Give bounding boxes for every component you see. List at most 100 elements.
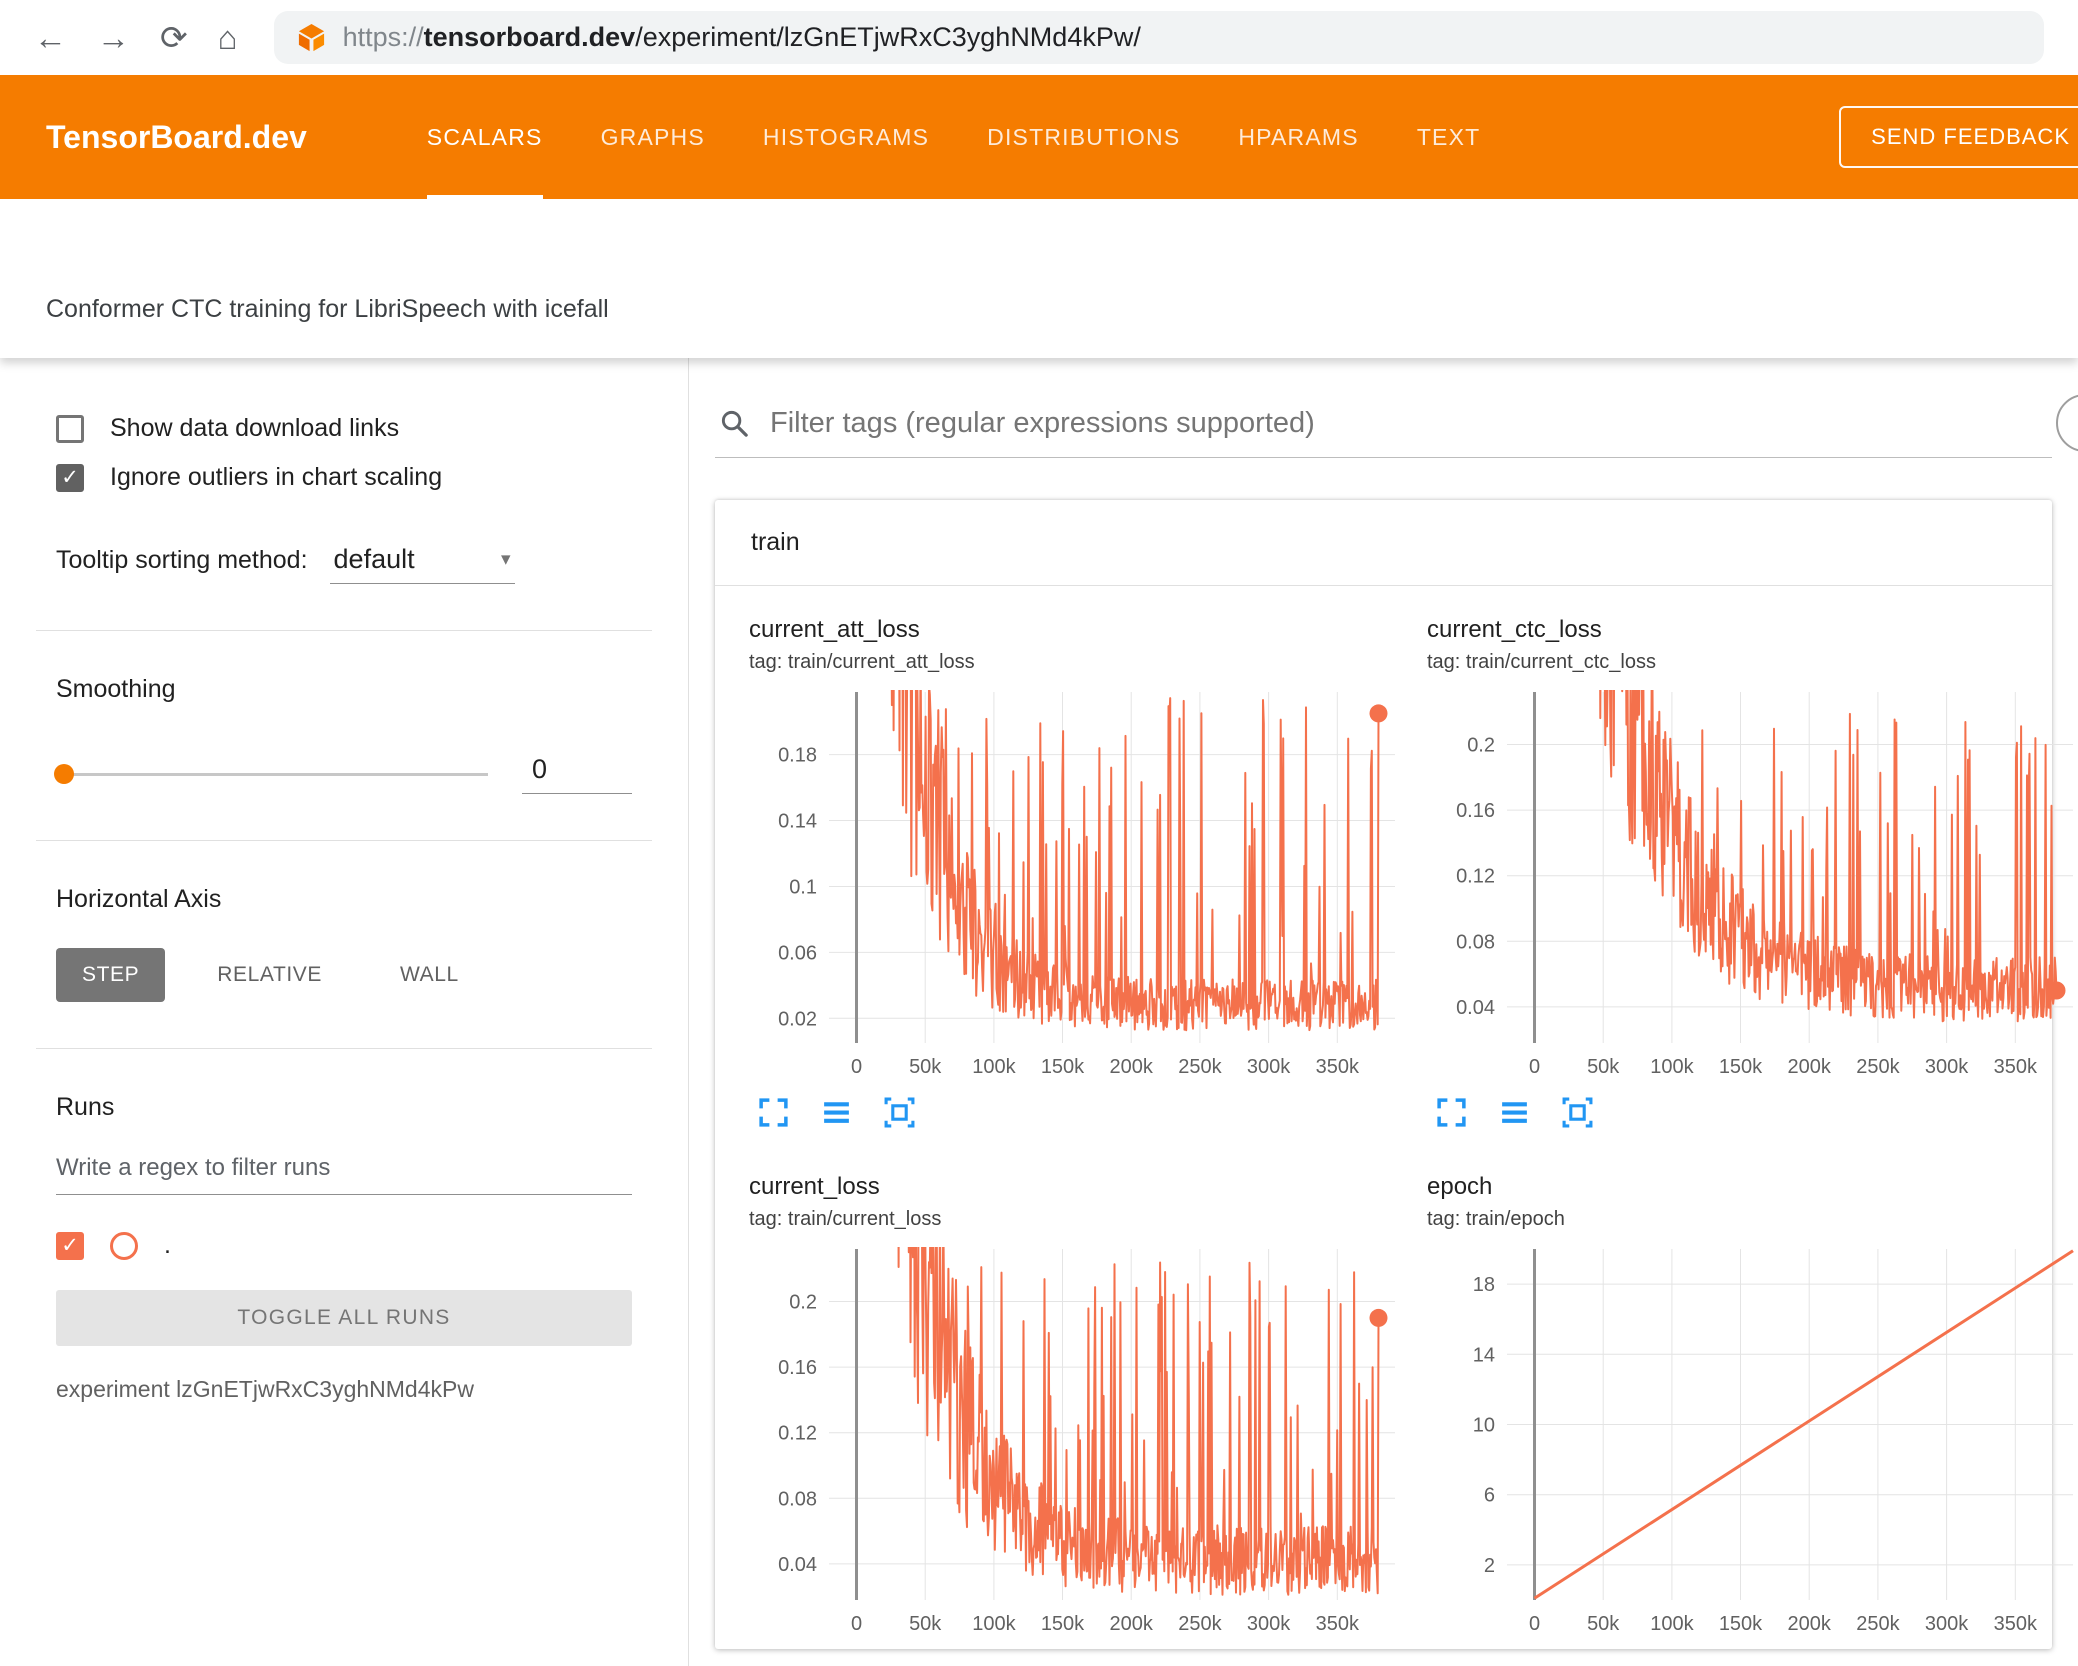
svg-text:150k: 150k bbox=[1719, 1613, 1763, 1635]
svg-text:0.2: 0.2 bbox=[1467, 735, 1495, 757]
svg-text:250k: 250k bbox=[1856, 1056, 1900, 1078]
content: Show data download links ✓ Ignore outlie… bbox=[0, 358, 2078, 1666]
svg-text:0.1: 0.1 bbox=[789, 877, 817, 899]
tooltip-sorting-select[interactable]: default ▾ bbox=[329, 544, 515, 584]
tensorboard-favicon-icon bbox=[298, 23, 324, 52]
chart-title: epoch bbox=[1427, 1173, 1493, 1200]
run-checkbox-icon[interactable]: ✓ bbox=[56, 1231, 84, 1260]
horizontal-axis-label: Horizontal Axis bbox=[56, 885, 222, 913]
run-group-title[interactable]: train bbox=[715, 500, 2052, 586]
svg-text:0.2: 0.2 bbox=[789, 1292, 817, 1314]
chart-canvas[interactable]: 0.02 0.06 0.1 0.14 0.18 0 50k 100k 150k 200k 250k 3… bbox=[749, 682, 1409, 1092]
smoothing-value-input[interactable]: 0 bbox=[522, 754, 632, 794]
chart-toolbar bbox=[757, 1096, 1409, 1129]
svg-text:100k: 100k bbox=[1650, 1613, 1694, 1635]
svg-text:300k: 300k bbox=[1925, 1056, 1969, 1078]
svg-text:0: 0 bbox=[851, 1056, 862, 1078]
divider bbox=[36, 1048, 652, 1049]
svg-text:18: 18 bbox=[1473, 1274, 1495, 1296]
axis-wall-button[interactable]: WALL bbox=[400, 963, 459, 986]
charts-grid: current_att_loss tag: train/current_att_… bbox=[715, 586, 2074, 1649]
browser-chrome: ← → ⟳ ⌂ https://tensorboard.dev/experime… bbox=[0, 0, 2078, 75]
svg-text:0.08: 0.08 bbox=[1456, 931, 1495, 953]
expand-chart-icon[interactable] bbox=[757, 1096, 790, 1129]
chart-canvas[interactable]: 2 6 10 14 18 0 50k 100k 150k 200k 250k 300k 350k bbox=[1427, 1239, 2078, 1649]
chart-tag: tag: train/epoch bbox=[1427, 1208, 1565, 1230]
svg-text:14: 14 bbox=[1473, 1344, 1495, 1366]
chart-title: current_loss bbox=[749, 1173, 880, 1200]
tab-text[interactable]: TEXT bbox=[1416, 123, 1481, 150]
show-download-links-checkbox[interactable]: Show data download links bbox=[56, 414, 632, 443]
expand-chart-icon[interactable] bbox=[1435, 1096, 1468, 1129]
chevron-down-icon: ▾ bbox=[500, 549, 511, 570]
reload-button[interactable]: ⟳ bbox=[160, 19, 188, 56]
chart-current-ctc-loss: current_ctc_loss tag: train/current_ctc_… bbox=[1427, 616, 2078, 1129]
chart-title: current_att_loss bbox=[749, 616, 920, 643]
tab-distributions[interactable]: DISTRIBUTIONS bbox=[987, 123, 1181, 150]
forward-button[interactable]: → bbox=[97, 19, 130, 56]
toggle-runs-lines-icon[interactable] bbox=[1498, 1096, 1531, 1129]
fit-domain-icon[interactable] bbox=[1561, 1096, 1594, 1129]
svg-text:100k: 100k bbox=[1650, 1056, 1694, 1078]
tab-histograms[interactable]: HISTOGRAMS bbox=[762, 123, 930, 150]
svg-text:300k: 300k bbox=[1247, 1613, 1291, 1635]
fit-domain-icon[interactable] bbox=[883, 1096, 916, 1129]
svg-text:6: 6 bbox=[1484, 1485, 1495, 1507]
smoothing-slider[interactable] bbox=[54, 763, 488, 784]
run-item-label: . bbox=[164, 1231, 171, 1259]
home-button[interactable]: ⌂ bbox=[217, 19, 238, 56]
svg-text:350k: 350k bbox=[1994, 1056, 2038, 1078]
address-bar[interactable]: https://tensorboard.dev/experiment/lzGnE… bbox=[273, 11, 2044, 64]
svg-text:0: 0 bbox=[1529, 1613, 1540, 1635]
tab-graphs[interactable]: GRAPHS bbox=[600, 123, 705, 150]
smoothing-label: Smoothing bbox=[56, 675, 176, 703]
smoothing-row: 0 bbox=[54, 754, 632, 794]
runs-filter-input[interactable] bbox=[56, 1144, 632, 1195]
send-feedback-button[interactable]: SEND FEEDBACK bbox=[1839, 106, 2078, 168]
runs-label: Runs bbox=[56, 1093, 115, 1121]
ignore-outliers-checkbox[interactable]: ✓ Ignore outliers in chart scaling bbox=[56, 463, 632, 492]
svg-text:0: 0 bbox=[1529, 1056, 1540, 1078]
axis-step-button[interactable]: STEP bbox=[56, 948, 166, 1002]
sidebar: Show data download links ✓ Ignore outlie… bbox=[0, 358, 689, 1666]
svg-text:10: 10 bbox=[1473, 1415, 1495, 1437]
run-item[interactable]: ✓ . bbox=[56, 1231, 632, 1260]
slider-thumb[interactable] bbox=[54, 763, 74, 784]
checkbox-unchecked-icon bbox=[56, 414, 84, 443]
url-scheme: https:// bbox=[342, 22, 424, 52]
divider bbox=[36, 630, 652, 631]
main-content: train current_att_loss tag: train/curren… bbox=[689, 358, 2078, 1666]
back-button[interactable]: ← bbox=[34, 19, 67, 56]
divider bbox=[36, 840, 652, 841]
experiment-title-bar: Conformer CTC training for LibriSpeech w… bbox=[0, 199, 2078, 358]
tensorboard-header: TensorBoard.dev SCALARS GRAPHS HISTOGRAM… bbox=[0, 75, 2078, 199]
svg-text:250k: 250k bbox=[1178, 1056, 1222, 1078]
ignore-outliers-label: Ignore outliers in chart scaling bbox=[110, 463, 443, 491]
svg-text:0.12: 0.12 bbox=[778, 1423, 817, 1445]
svg-text:200k: 200k bbox=[1788, 1056, 1832, 1078]
svg-text:200k: 200k bbox=[1788, 1613, 1832, 1635]
tooltip-sorting-label: Tooltip sorting method: bbox=[56, 546, 308, 574]
filter-tags-input[interactable] bbox=[768, 406, 2048, 441]
svg-text:350k: 350k bbox=[1316, 1056, 1360, 1078]
run-color-swatch-icon bbox=[110, 1231, 138, 1260]
checkbox-checked-icon: ✓ bbox=[56, 463, 84, 492]
url-path: /experiment/lzGnETjwRxC3yghNMd4kPw/ bbox=[635, 22, 1141, 52]
tab-hparams[interactable]: HPARAMS bbox=[1238, 123, 1359, 150]
svg-text:0.16: 0.16 bbox=[778, 1357, 817, 1379]
url-host: tensorboard.dev bbox=[423, 22, 636, 52]
train-group-card: train current_att_loss tag: train/curren… bbox=[715, 500, 2074, 1649]
chart-canvas[interactable]: 0.04 0.08 0.12 0.16 0.2 0 50k 100k 150k 200k 250k 3… bbox=[749, 1239, 1409, 1649]
axis-relative-button[interactable]: RELATIVE bbox=[217, 963, 323, 986]
svg-text:300k: 300k bbox=[1247, 1056, 1291, 1078]
svg-text:0.04: 0.04 bbox=[778, 1554, 817, 1576]
chart-current-att-loss: current_att_loss tag: train/current_att_… bbox=[749, 616, 1409, 1129]
top-nav: SCALARS GRAPHS HISTOGRAMS DISTRIBUTIONS … bbox=[426, 75, 1481, 199]
svg-text:150k: 150k bbox=[1041, 1613, 1085, 1635]
toggle-all-runs-button[interactable]: TOGGLE ALL RUNS bbox=[56, 1290, 632, 1346]
tab-scalars[interactable]: SCALARS bbox=[426, 75, 543, 199]
chart-canvas[interactable]: 0.04 0.08 0.12 0.16 0.2 0 50k 100k 150k 200k 250k 3… bbox=[1427, 682, 2078, 1092]
filter-tags-row bbox=[715, 406, 2052, 458]
toggle-runs-lines-icon[interactable] bbox=[820, 1096, 853, 1129]
settings-fab-partial[interactable] bbox=[2056, 394, 2078, 452]
